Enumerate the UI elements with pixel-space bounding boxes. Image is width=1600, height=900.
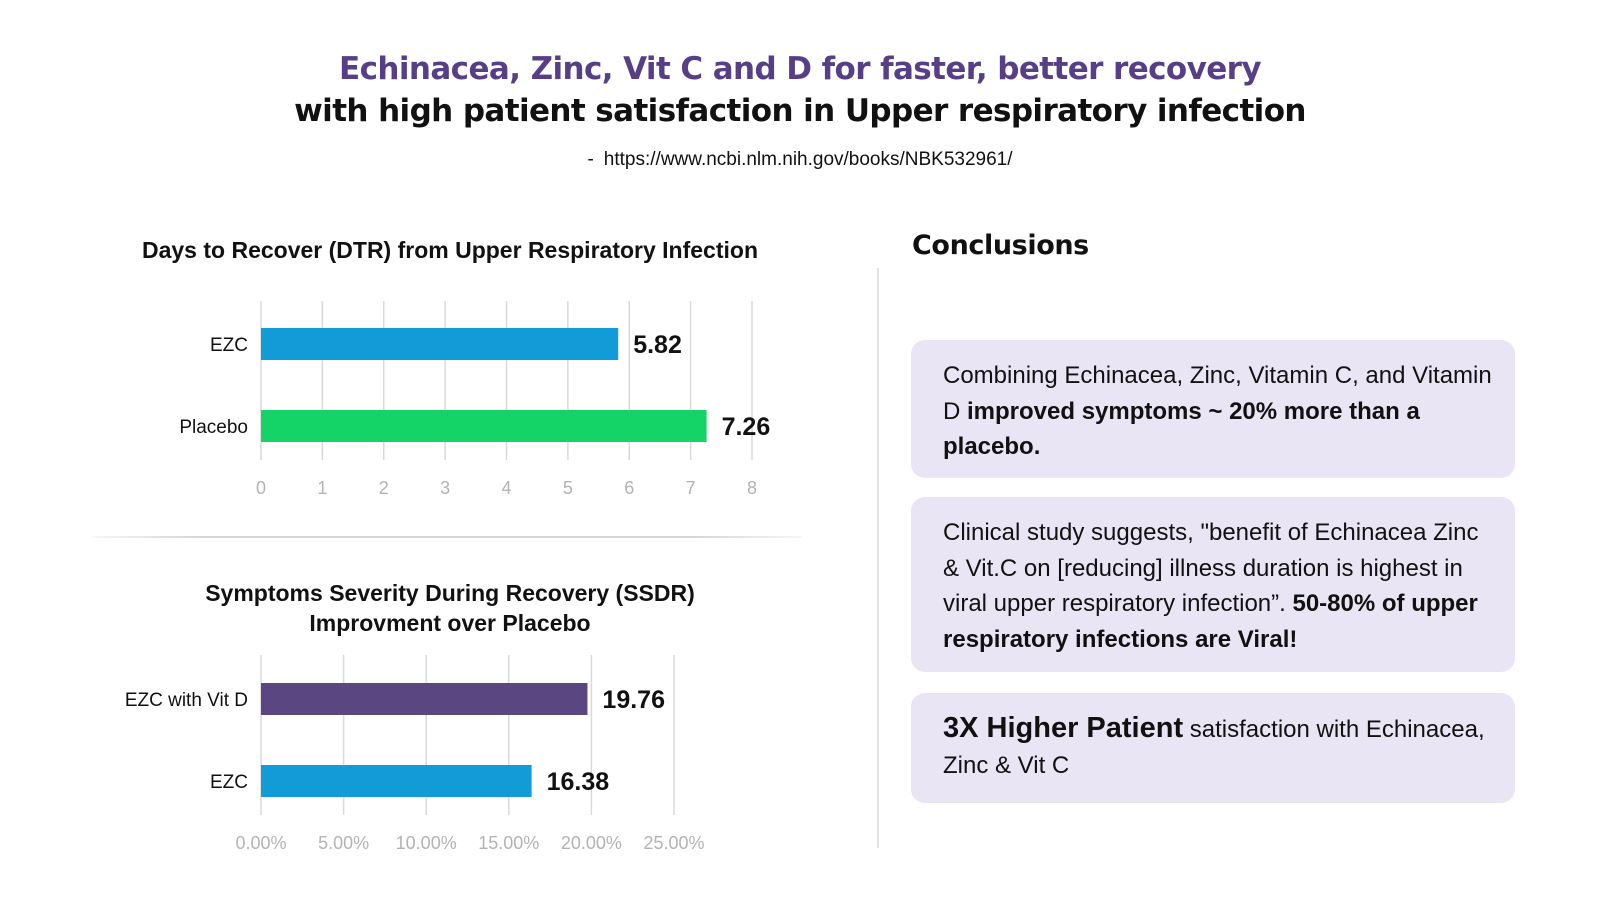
chart-divider <box>92 536 802 538</box>
x-tick-label: 1 <box>317 478 327 498</box>
bar <box>261 683 588 715</box>
source-link[interactable]: https://www.ncbi.nlm.nih.gov/books/NBK53… <box>603 149 1013 170</box>
card-1-bold: improved symptoms ~ 20% more than a plac… <box>943 397 1420 461</box>
conclusion-card-symptoms: Combining Echinacea, Zinc, Vitamin C, an… <box>911 340 1515 478</box>
x-tick-label: 7 <box>686 478 696 498</box>
x-tick-label: 10.00% <box>396 833 457 853</box>
column-divider <box>877 268 879 848</box>
dtr-chart: 0 1 2 3 4 5 6 7 8 EZC 5.82 Placebo 7.26 <box>179 301 771 498</box>
ssdr-chart: 0.00% 5.00% 10.00% 15.00% 20.00% 25.00% EZC wi… <box>125 655 705 853</box>
bar <box>261 765 532 797</box>
x-tick-label: 0 <box>256 478 266 498</box>
category-label: Placebo <box>179 417 248 438</box>
ssdr-chart-title: Symptoms Severity During Recovery (SSDR)… <box>90 578 810 638</box>
card-3-text: satisfaction with Echinacea, Zinc & Vit … <box>943 716 1485 779</box>
x-tick-label: 15.00% <box>478 833 539 853</box>
card-2-bold: 50-80% of upper respiratory infections a… <box>943 590 1478 653</box>
bar <box>261 410 707 442</box>
header: Echinacea, Zinc, Vit C and D for faster,… <box>0 48 1600 172</box>
x-tick-label: 5 <box>563 478 573 498</box>
bar <box>261 328 619 360</box>
page-subtitle: with high patient satisfaction in Upper … <box>294 93 1306 129</box>
card-3-bold: 3X Higher Patient <box>943 712 1184 744</box>
x-tick-label: 2 <box>379 478 389 498</box>
data-label: 5.82 <box>633 331 682 359</box>
source-dash: - <box>587 149 594 170</box>
category-label: EZC with Vit D <box>125 690 248 711</box>
x-tick-label: 20.00% <box>561 833 622 853</box>
category-label: EZC <box>210 772 248 793</box>
card-1-text: Combining Echinacea, Zinc, Vitamin C, an… <box>943 362 1492 425</box>
category-label: EZC <box>210 335 248 356</box>
x-tick-label: 25.00% <box>643 833 704 853</box>
data-label: 19.76 <box>602 686 665 714</box>
conclusion-card-satisfaction: 3X Higher Patient satisfaction with Echi… <box>911 693 1515 803</box>
x-tick-label: 8 <box>747 478 757 498</box>
x-tick-label: 4 <box>501 478 511 498</box>
x-tick-label: 3 <box>440 478 450 498</box>
conclusions-heading: Conclusions <box>912 230 1089 261</box>
x-tick-label: 0.00% <box>235 833 286 853</box>
conclusion-card-clinical-study: Clinical study suggests, "benefit of Ech… <box>911 497 1515 672</box>
dtr-chart-title: Days to Recover (DTR) from Upper Respira… <box>141 237 758 263</box>
card-2-text: Clinical study suggests, "benefit of Ech… <box>943 519 1479 617</box>
ssdr-chart-title-line-1: Symptoms Severity During Recovery (SSDR) <box>205 580 695 606</box>
x-tick-label: 5.00% <box>318 833 369 853</box>
data-label: 16.38 <box>547 768 610 796</box>
page-title: Echinacea, Zinc, Vit C and D for faster,… <box>339 51 1262 87</box>
x-tick-label: 6 <box>624 478 634 498</box>
ssdr-chart-title-line-2: Improvment over Placebo <box>309 610 591 636</box>
source-line: - https://www.ncbi.nlm.nih.gov/books/NBK5… <box>0 148 1600 172</box>
data-label: 7.26 <box>722 413 771 441</box>
